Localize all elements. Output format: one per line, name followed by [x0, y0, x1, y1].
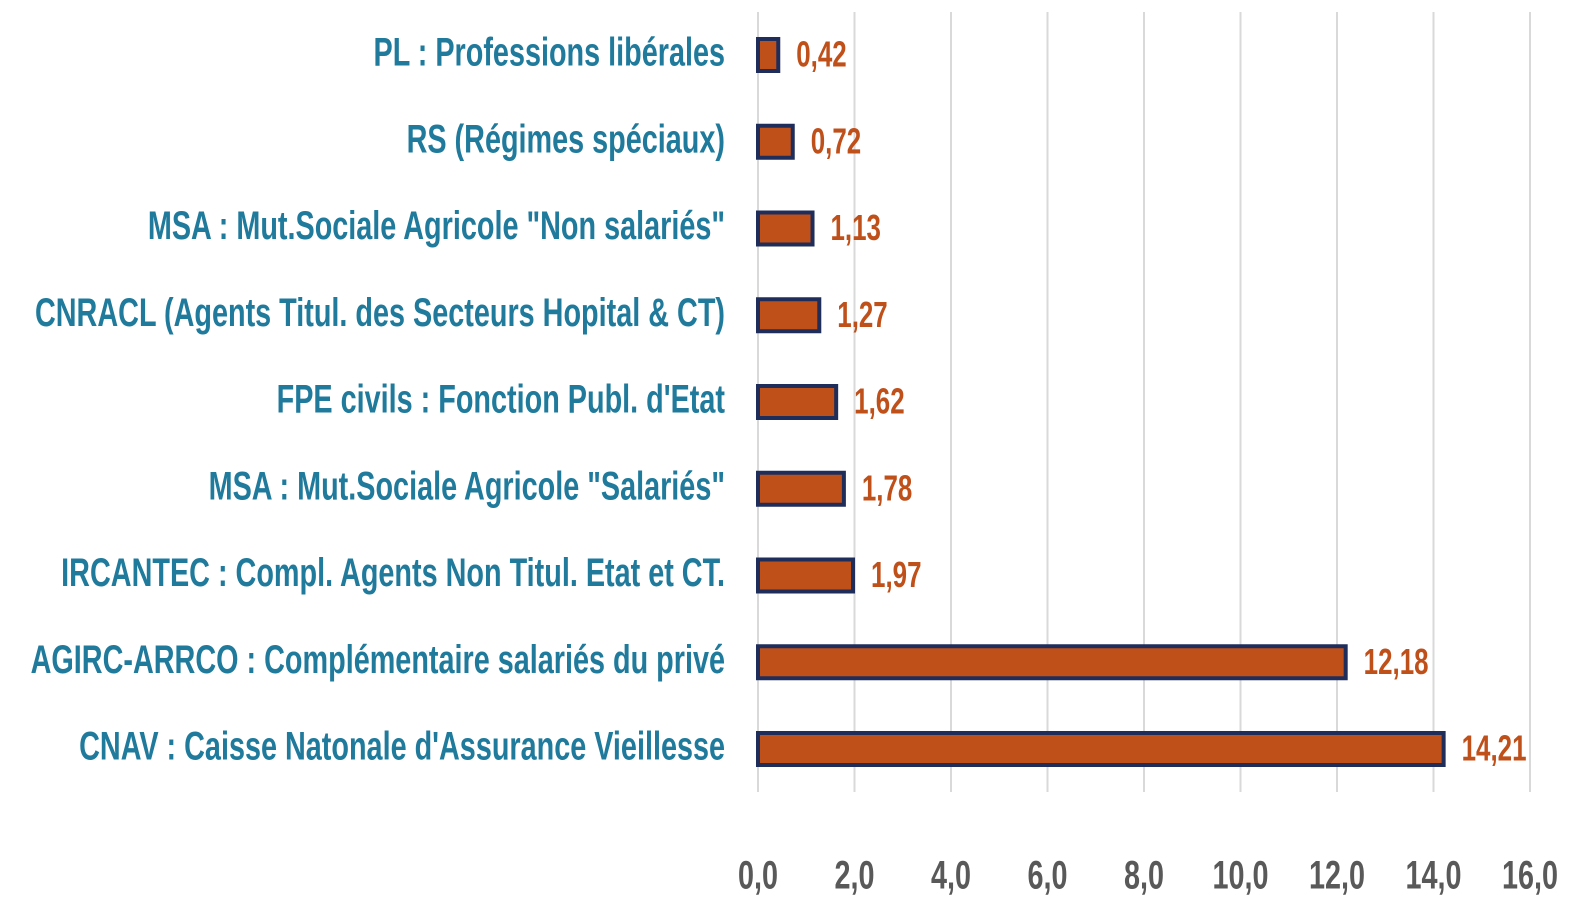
- category-label: AGIRC-ARRCO : Complémentaire salariés du…: [31, 637, 725, 682]
- bar: [756, 557, 856, 594]
- category-label: PL : Professions libérales: [373, 30, 725, 75]
- x-tick-label: 14,0: [1405, 853, 1461, 898]
- bar: [756, 37, 781, 73]
- x-tick-label: 10,0: [1212, 853, 1268, 898]
- value-label: 0,72: [811, 121, 861, 161]
- value-label: 1,13: [831, 208, 881, 248]
- category-label: CNRACL (Agents Titul. des Secteurs Hopit…: [35, 290, 725, 335]
- x-tick-label: 8,0: [1124, 853, 1164, 898]
- x-tick-label: 6,0: [1027, 853, 1067, 898]
- value-label: 1,27: [837, 295, 887, 335]
- bar: [756, 123, 795, 160]
- bar: [756, 644, 1348, 681]
- bar: [756, 384, 839, 420]
- value-label: 1,97: [871, 555, 921, 595]
- category-label: MSA : Mut.Sociale Agricole "Salariés": [209, 464, 725, 509]
- value-label: 1,62: [854, 381, 904, 421]
- value-label: 14,21: [1462, 728, 1527, 768]
- value-label: 12,18: [1364, 642, 1429, 682]
- x-tick-label: 0,0: [738, 853, 778, 898]
- category-label: FPE civils : Fonction Publ. d'Etat: [277, 377, 726, 422]
- bar: [756, 210, 815, 247]
- bar: [756, 470, 846, 507]
- bar: [756, 297, 822, 334]
- value-label: 0,42: [796, 34, 846, 74]
- category-label: CNAV : Caisse Natonale d'Assurance Vieil…: [79, 724, 725, 769]
- x-tick-label: 4,0: [931, 853, 971, 898]
- category-label: IRCANTEC : Compl. Agents Non Titul. Etat…: [61, 550, 725, 595]
- x-tick-label: 2,0: [834, 853, 874, 898]
- x-tick-label: 16,0: [1502, 853, 1558, 898]
- x-tick-label: 12,0: [1309, 853, 1365, 898]
- value-label: 1,78: [862, 468, 912, 508]
- category-label: MSA : Mut.Sociale Agricole "Non salariés…: [148, 203, 725, 248]
- bar: [756, 731, 1446, 767]
- category-label: RS (Régimes spéciaux): [407, 117, 725, 162]
